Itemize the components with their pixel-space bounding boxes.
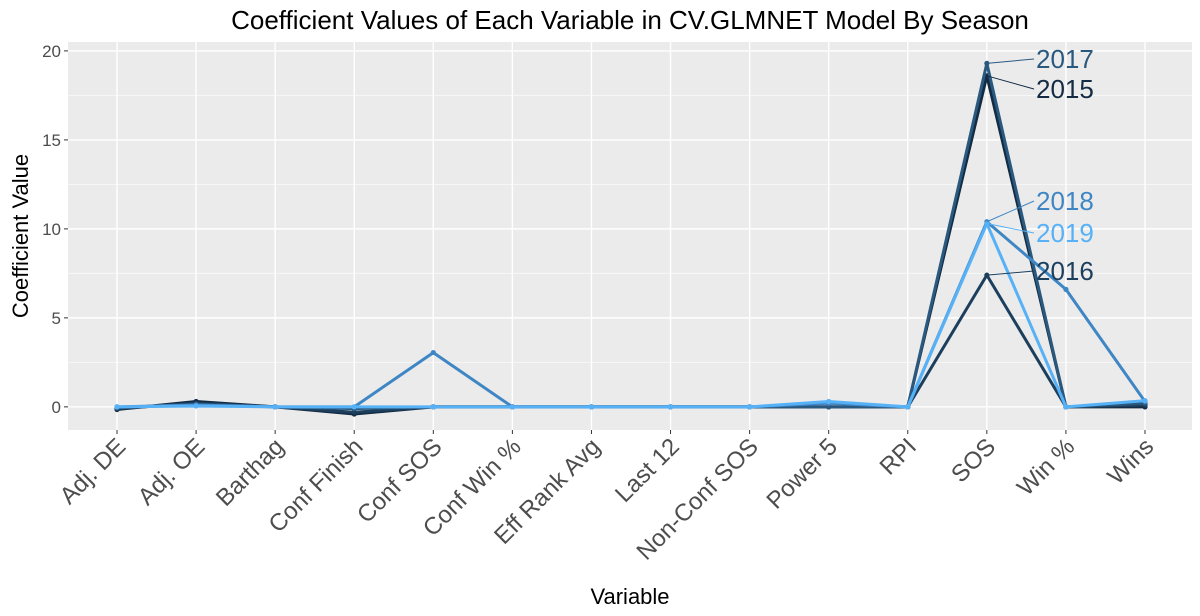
- label-connector-2019: [986, 223, 1035, 234]
- data-point-2019: [193, 403, 199, 409]
- series-label-2018: 2018: [1036, 186, 1094, 216]
- x-tick-label: Power 5: [762, 433, 843, 514]
- data-point-2019: [747, 404, 753, 410]
- x-tick-label: Last 12: [610, 433, 685, 508]
- chart-title: Coefficient Values of Each Variable in C…: [231, 5, 1029, 35]
- data-point-2019: [351, 404, 357, 410]
- label-connector-2017: [986, 58, 1035, 64]
- series-line-2019: [116, 222, 1146, 409]
- label-connector-2015: [986, 75, 1035, 90]
- plot-panel: [68, 42, 1192, 430]
- y-tick-label: 15: [42, 131, 61, 150]
- data-point-2019: [430, 404, 436, 410]
- x-tick-label: RPI: [875, 433, 922, 480]
- x-tick-label: Win %: [1012, 433, 1080, 501]
- y-axis-ticks: 0 5 10 15 20: [42, 42, 68, 417]
- y-tick-label: 5: [52, 309, 61, 328]
- data-point-2019: [114, 404, 120, 410]
- x-tick-label: Adj. OE: [133, 433, 211, 511]
- x-axis-title: Variable: [590, 584, 669, 609]
- data-point-2016: [351, 409, 357, 415]
- y-tick-label: 0: [52, 398, 61, 417]
- label-connector-2018: [986, 200, 1035, 223]
- data-point-2019: [667, 404, 674, 410]
- data-point-2019: [1063, 404, 1069, 410]
- data-point-2019: [509, 404, 515, 410]
- x-tick-label: SOS: [946, 433, 1001, 488]
- x-tick-label: Adj. DE: [55, 433, 132, 510]
- data-point-2019: [905, 404, 911, 410]
- data-point-2019: [826, 398, 832, 405]
- data-point-2019: [272, 404, 278, 410]
- y-axis-title: Coefficient Value: [8, 154, 33, 318]
- series-label-2019: 2019: [1036, 218, 1094, 248]
- x-tick-label: Barthag: [211, 433, 290, 512]
- series-label-2015: 2015: [1036, 74, 1094, 104]
- data-point-2018: [1063, 286, 1069, 292]
- series-label-2016: 2016: [1036, 256, 1094, 286]
- data-point-2017: [826, 404, 832, 410]
- series-label-2017: 2017: [1036, 44, 1094, 74]
- series-lines: [114, 60, 1148, 417]
- data-point-2019: [1142, 398, 1148, 404]
- data-point-2019: [588, 404, 595, 410]
- data-point-2018: [430, 349, 436, 356]
- y-tick-label: 20: [42, 42, 61, 61]
- label-connector-2016: [986, 270, 1035, 276]
- y-tick-label: 10: [42, 220, 61, 239]
- x-tick-label: Wins: [1102, 433, 1159, 490]
